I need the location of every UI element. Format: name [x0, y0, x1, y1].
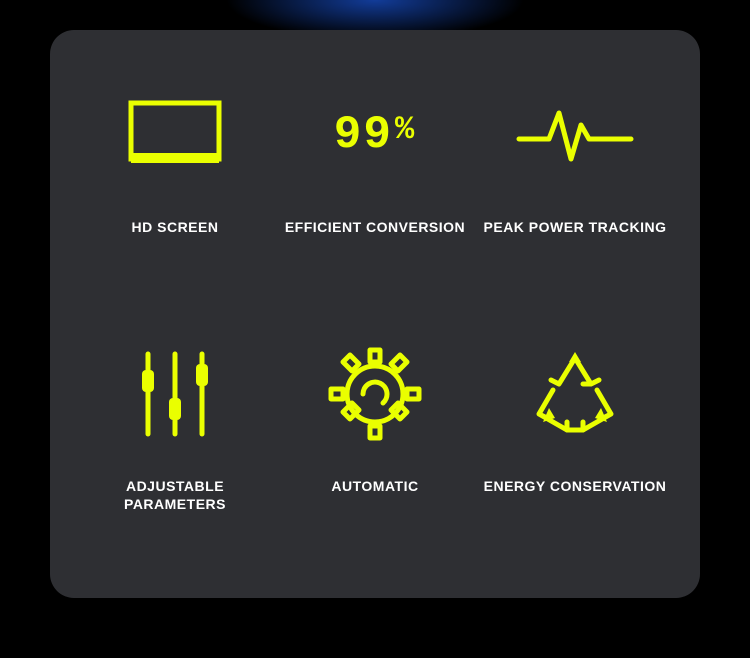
feature-label: HD SCREEN [132, 218, 219, 236]
feature-peak-power-tracking: PEAK POWER TRACKING [480, 80, 670, 299]
feature-energy-conservation: ENERGY CONSERVATION [480, 339, 670, 558]
feature-label: EFFICIENT CONVERSION [285, 218, 465, 236]
feature-efficient-conversion: 99% EFFICIENT CONVERSION [280, 80, 470, 299]
feature-grid: HD SCREEN 99% EFFICIENT CONVERSION PEAK … [80, 80, 670, 558]
percent-value: 99 [334, 109, 393, 161]
feature-label: PEAK POWER TRACKING [484, 218, 667, 236]
sliders-icon [115, 339, 235, 449]
recycle-icon [515, 339, 635, 449]
feature-hd-screen: HD SCREEN [80, 80, 270, 299]
percent-suffix: % [395, 111, 416, 148]
percent-icon: 99% [315, 80, 435, 190]
feature-label: ADJUSTABLE PARAMETERS [80, 477, 270, 513]
feature-card: HD SCREEN 99% EFFICIENT CONVERSION PEAK … [50, 30, 700, 598]
pulse-icon [515, 80, 635, 190]
screen-icon [115, 80, 235, 190]
feature-adjustable-parameters: ADJUSTABLE PARAMETERS [80, 339, 270, 558]
gear-icon [315, 339, 435, 449]
feature-label: AUTOMATIC [331, 477, 418, 495]
feature-label: ENERGY CONSERVATION [484, 477, 667, 495]
feature-automatic: AUTOMATIC [280, 339, 470, 558]
